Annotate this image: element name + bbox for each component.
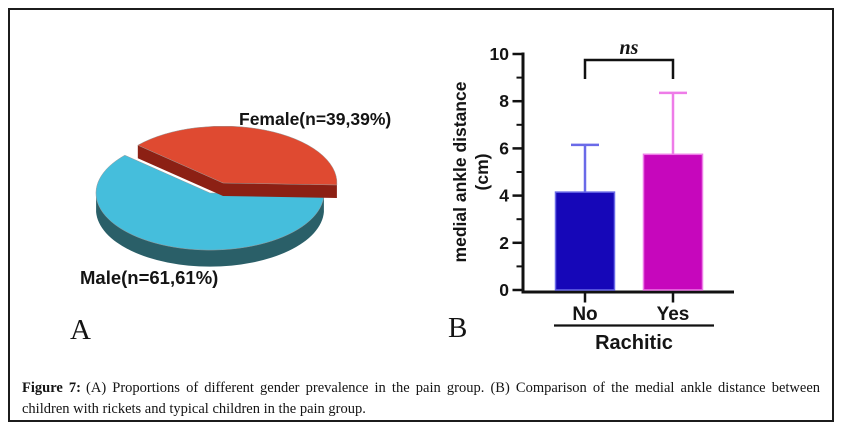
pie-male-slice-side: [96, 195, 324, 267]
category-label-no: No: [572, 304, 597, 325]
bar-no: [554, 191, 616, 291]
figure-caption: Figure 7: (A) Proportions of different ge…: [22, 378, 820, 419]
panel-a-letter: A: [70, 314, 91, 346]
significance-label: ns: [620, 37, 639, 59]
category-label-yes: Yes: [657, 304, 690, 325]
pie-label-male: Male(n=61,61%): [80, 267, 218, 288]
pie-female-slice-side-left: [137, 145, 223, 196]
pie-female-slice-top: [137, 125, 338, 186]
caption-text: (A) Proportions of different gender prev…: [22, 380, 820, 417]
pie-female-slice-side-right: [223, 183, 337, 198]
y-axis-title-line2: (cm): [472, 154, 492, 191]
panel-b-letter: B: [448, 312, 467, 344]
caption-figure-number: Figure 7:: [22, 380, 82, 396]
bars-group: [554, 91, 704, 291]
bar-chart-panel: 0 2 4 6 8 10 ns medial ankle distance (cm) No…: [448, 37, 734, 354]
y-tick-label: 10: [490, 44, 510, 64]
y-tick-label: 8: [499, 91, 509, 111]
bar-yes: [642, 153, 704, 291]
y-axis-ticks: 0 2 4 6 8 10: [490, 44, 522, 300]
pie-male-slice-top: [95, 154, 325, 251]
x-axis-group-label: Rachitic: [595, 332, 673, 354]
significance-bracket: [583, 58, 675, 79]
x-axis-ticks: [583, 293, 675, 303]
pie-chart-panel: Female(n=39,39%) Male(n=61,61%) A: [70, 109, 391, 346]
figure-border-box: Female(n=39,39%) Male(n=61,61%) A 0 2 4 6 8 1…: [8, 8, 834, 422]
y-tick-label: 6: [499, 138, 509, 158]
y-tick-label: 0: [499, 280, 509, 300]
y-tick-label: 4: [499, 186, 509, 206]
pie-3d-slices: [95, 125, 338, 267]
y-axis-title-line1: medial ankle distance: [450, 81, 470, 262]
pie-label-female: Female(n=39,39%): [239, 109, 391, 129]
y-tick-label: 2: [499, 233, 509, 253]
